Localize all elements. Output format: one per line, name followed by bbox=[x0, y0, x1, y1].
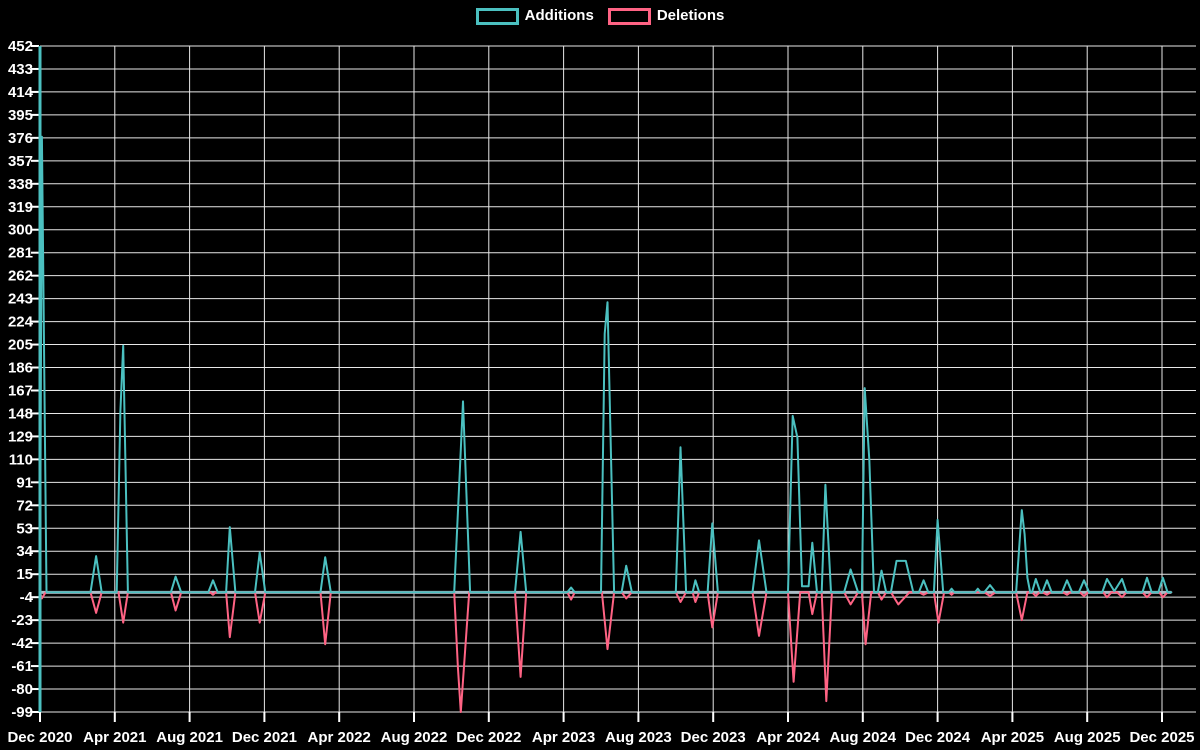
y-tick-label: 72 bbox=[16, 497, 33, 514]
y-tick-label: 91 bbox=[16, 474, 33, 491]
y-tick-label: 53 bbox=[16, 520, 33, 537]
y-tick-label: 110 bbox=[9, 451, 33, 468]
y-tick-label: 148 bbox=[8, 405, 33, 422]
y-tick-label: 376 bbox=[8, 130, 33, 147]
y-tick-label: 433 bbox=[8, 61, 33, 78]
x-tick-label: Aug 2023 bbox=[605, 729, 672, 746]
x-tick-label: Dec 2023 bbox=[681, 729, 746, 746]
y-tick-label: 205 bbox=[8, 337, 33, 354]
x-tick-label: Aug 2024 bbox=[829, 729, 896, 746]
x-tick-label: Apr 2024 bbox=[756, 729, 820, 746]
y-tick-label: -23 bbox=[11, 612, 33, 629]
x-tick-label: Dec 2024 bbox=[905, 729, 971, 746]
y-tick-label: 357 bbox=[8, 153, 33, 170]
x-tick-label: Dec 2020 bbox=[7, 729, 72, 746]
x-tick-label: Dec 2021 bbox=[232, 729, 297, 746]
y-tick-label: 186 bbox=[8, 360, 33, 377]
y-tick-label: 224 bbox=[8, 314, 34, 331]
y-tick-label: 395 bbox=[8, 107, 33, 124]
x-tick-label: Apr 2025 bbox=[981, 729, 1044, 746]
x-tick-label: Aug 2025 bbox=[1054, 729, 1121, 746]
y-tick-label: -42 bbox=[11, 635, 33, 652]
chart-legend: Additions Deletions bbox=[0, 5, 1200, 27]
series-line-additions bbox=[39, 135, 1173, 594]
x-tick-label: Aug 2022 bbox=[381, 729, 448, 746]
legend-item-deletions[interactable]: Deletions bbox=[607, 5, 725, 27]
y-tick-label: 262 bbox=[8, 268, 33, 285]
y-tick-label: -61 bbox=[11, 658, 33, 675]
y-tick-label: -99 bbox=[11, 704, 33, 721]
legend-label-additions: Additions bbox=[524, 7, 594, 24]
x-tick-label: Apr 2023 bbox=[532, 729, 595, 746]
y-tick-label: 319 bbox=[8, 199, 33, 216]
y-tick-label: -4 bbox=[20, 589, 34, 606]
x-tick-label: Aug 2021 bbox=[156, 729, 223, 746]
y-tick-label: 167 bbox=[8, 382, 33, 399]
y-tick-label: 414 bbox=[8, 84, 34, 101]
legend-item-additions[interactable]: Additions bbox=[475, 5, 594, 27]
series-line-deletions bbox=[39, 591, 1173, 713]
y-tick-label: 281 bbox=[8, 245, 33, 262]
deletions-swatch-icon bbox=[607, 7, 651, 25]
additions-swatch-icon bbox=[475, 7, 519, 25]
x-tick-label: Apr 2021 bbox=[83, 729, 146, 746]
y-tick-label: 300 bbox=[8, 222, 33, 239]
x-tick-label: Dec 2025 bbox=[1129, 729, 1194, 746]
y-tick-label: 15 bbox=[16, 566, 33, 583]
y-tick-label: 338 bbox=[8, 176, 33, 193]
x-tick-label: Dec 2022 bbox=[456, 729, 521, 746]
y-tick-label: 34 bbox=[16, 543, 33, 560]
y-tick-label: 243 bbox=[8, 291, 33, 308]
x-tick-label: Apr 2022 bbox=[308, 729, 371, 746]
y-tick-label: 129 bbox=[8, 428, 33, 445]
legend-label-deletions: Deletions bbox=[656, 7, 725, 24]
y-tick-label: 452 bbox=[8, 38, 33, 55]
y-tick-label: -80 bbox=[11, 681, 33, 698]
